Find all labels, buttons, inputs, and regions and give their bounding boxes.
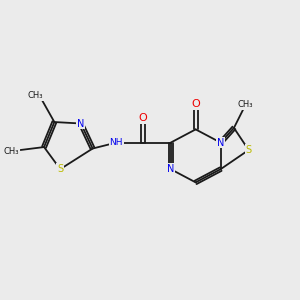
Text: N: N <box>217 138 224 148</box>
Text: CH₃: CH₃ <box>4 147 20 156</box>
Text: N: N <box>167 164 174 174</box>
Text: N: N <box>77 118 85 128</box>
Text: S: S <box>57 164 63 174</box>
Text: S: S <box>246 145 252 155</box>
Text: NH: NH <box>110 138 123 147</box>
Text: O: O <box>191 99 200 110</box>
Text: CH₃: CH₃ <box>238 100 254 109</box>
Text: O: O <box>138 112 147 123</box>
Text: CH₃: CH₃ <box>28 91 43 100</box>
